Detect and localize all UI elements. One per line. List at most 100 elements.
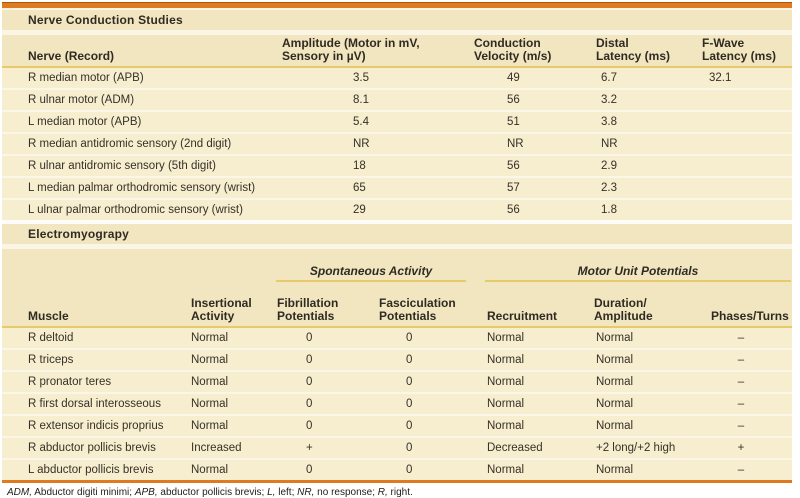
emg-col-muscle: Muscle <box>2 294 183 329</box>
ncs-table-row: R ulnar antidromic sensory (5th digit) 18… <box>2 154 792 178</box>
emg-cell: Decreased <box>478 436 586 460</box>
emg-cell: Normal <box>586 458 698 481</box>
ncs-col-amplitude: Amplitude (Motor in mV, Sensory in µV) <box>281 35 470 69</box>
divider <box>2 30 792 35</box>
abbreviation-footnote: ADM, Abductor digiti minimi; APB, abduct… <box>2 483 792 498</box>
electromyography-table: Spontaneous Activity Motor Unit Potentia… <box>2 249 792 481</box>
emg-cell: Normal <box>478 370 586 394</box>
footnote-abbr: ADM, <box>7 487 32 498</box>
emg-cell: Normal <box>478 348 586 372</box>
footnote-text: no response; <box>314 487 378 498</box>
ncs-cell <box>698 176 792 200</box>
emg-cell: Normal <box>596 332 634 345</box>
emg-cell: Normal <box>478 414 586 438</box>
emg-cell: Normal <box>183 414 270 438</box>
emg-cell: 0 <box>270 414 373 438</box>
divider <box>2 8 792 10</box>
divider <box>2 244 792 250</box>
footnote-text: Abductor digiti minimi; <box>32 487 135 498</box>
top-accent-rule <box>2 2 792 8</box>
ncs-section-title: Nerve Conduction Studies <box>2 10 792 30</box>
emg-cell: 0 <box>373 436 478 460</box>
emg-cell: 0 <box>270 348 373 372</box>
ncs-cell: R median motor (APB) <box>28 72 144 85</box>
ncs-cell: 18 <box>281 154 470 178</box>
ncs-cell <box>698 154 792 178</box>
emg-cell: Normal <box>586 392 698 416</box>
emg-table-row: R pronator teres Normal 0 0 Normal Normal – <box>2 370 792 394</box>
emg-cell: – <box>698 392 792 416</box>
footnote-abbr: APB, <box>134 487 158 498</box>
ncs-cell: 6.7 <box>601 72 617 85</box>
emg-cell: Normal <box>586 414 698 438</box>
emg-col-phases-turns: Phases/Turns <box>698 294 792 329</box>
ncs-cell: R median antidromic sensory (2nd digit) <box>2 132 281 156</box>
ncs-cell: R ulnar motor (ADM) <box>2 88 281 112</box>
emg-table-row: R abductor pollicis brevis Increased +0 Dec… <box>2 436 792 460</box>
emg-group-spacer <box>2 249 270 295</box>
ncs-cell: 2.9 <box>593 154 698 178</box>
emg-cell: 0 <box>406 332 413 345</box>
ncs-table-row: R ulnar motor (ADM) 8.1 56 3.2 <box>2 88 792 112</box>
emg-cell: R first dorsal interosseous <box>2 392 183 416</box>
emg-cell: 0 <box>373 458 478 481</box>
ncs-cell: 56 <box>470 88 593 112</box>
emg-cell: 0 <box>373 348 478 372</box>
footnote-abbr: NR, <box>297 487 315 498</box>
emg-group-spontaneous-activity: Spontaneous Activity <box>270 249 478 295</box>
emg-cell: L abductor pollicis brevis <box>2 458 183 481</box>
emg-cell: 0 <box>373 392 478 416</box>
emg-group-motor-unit-potentials: Motor Unit Potentials <box>478 249 792 295</box>
emg-cell: Normal <box>191 332 229 345</box>
ncs-table-row: L median motor (APB) 5.4 51 3.8 <box>2 110 792 134</box>
emg-cell: +2 long/+2 high <box>586 436 698 460</box>
ncs-cell: L median palmar orthodromic sensory (wri… <box>2 176 281 200</box>
ncs-cell: 56 <box>470 198 593 221</box>
emg-section-title: Electromyograpy <box>2 224 792 245</box>
emg-col-duration-amplitude: Duration/ Amplitude <box>586 294 698 329</box>
emg-cell: R pronator teres <box>2 370 183 394</box>
emg-cell: 0 <box>270 458 373 481</box>
emg-cell: R extensor indicis proprius <box>2 414 183 438</box>
emg-group-header-row: Spontaneous Activity Motor Unit Potentia… <box>2 249 792 295</box>
ncs-cell: NR <box>593 132 698 156</box>
ncs-cell: 57 <box>470 176 593 200</box>
ncs-cell: L median motor (APB) <box>2 110 281 134</box>
ncs-table-row: R median antidromic sensory (2nd digit) N… <box>2 132 792 156</box>
ncs-cell: R ulnar antidromic sensory (5th digit) <box>2 154 281 178</box>
emg-cell: Normal <box>487 332 525 345</box>
emg-col-recruitment: Recruitment <box>478 294 586 329</box>
emg-cell: – <box>698 458 792 481</box>
emg-cell: 0 <box>373 370 478 394</box>
footnote-abbr: L, <box>267 487 276 498</box>
ncs-cell: 3.5 <box>353 72 369 85</box>
ncs-cell <box>698 198 792 221</box>
emg-col-fasciculation-potentials: Fasciculation Potentials <box>373 294 478 329</box>
footnote-abbr: R, <box>377 487 388 498</box>
ncs-cell: 65 <box>281 176 470 200</box>
ncs-cell: 56 <box>470 154 593 178</box>
ncs-table-row: L median palmar orthodromic sensory (wri… <box>2 176 792 200</box>
emg-cell: Normal <box>586 370 698 394</box>
ncs-cell: NR <box>281 132 470 156</box>
ncs-table-row: R median motor (APB) 3.5 49 6.7 32.1 <box>2 67 792 89</box>
emg-table-row: R first dorsal interosseous Normal 0 0 Norma… <box>2 392 792 416</box>
emg-table-row: R deltoid Normal 0 0 Normal Normal – <box>2 327 792 349</box>
ncs-col-conduction-velocity: Conduction Velocity (m/s) <box>470 35 593 69</box>
emg-cell: Normal <box>586 348 698 372</box>
ncs-cell <box>698 88 792 112</box>
emg-cell: R triceps <box>2 348 183 372</box>
ncs-cell: 49 <box>507 72 520 85</box>
ncs-col-distal-latency: Distal Latency (ms) <box>593 35 698 69</box>
emg-table-row: R extensor indicis proprius Normal 0 0 Norma… <box>2 414 792 438</box>
emg-cell: 0 <box>373 414 478 438</box>
emg-cell: – <box>698 370 792 394</box>
emg-cell: Normal <box>478 392 586 416</box>
ncs-cell: 5.4 <box>281 110 470 134</box>
emg-cell: R abductor pollicis brevis <box>2 436 183 460</box>
emg-cell: 0 <box>306 332 313 345</box>
ncs-cell: 32.1 <box>709 72 732 85</box>
emg-cell: Normal <box>183 370 270 394</box>
ncs-cell: 3.8 <box>593 110 698 134</box>
